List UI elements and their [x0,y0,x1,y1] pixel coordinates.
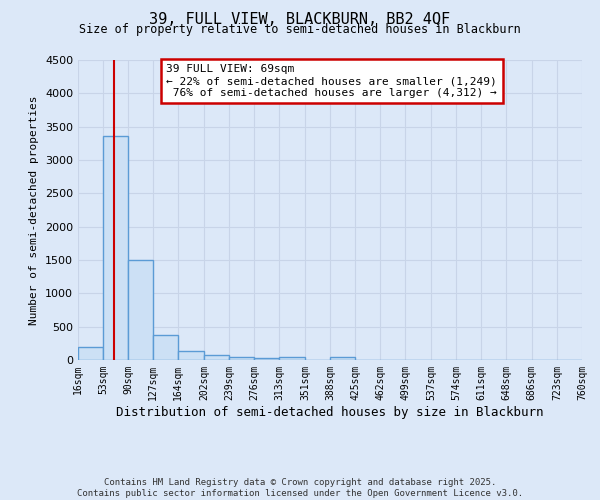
Bar [279,357,305,360]
Bar [103,136,128,360]
X-axis label: Distribution of semi-detached houses by size in Blackburn: Distribution of semi-detached houses by … [116,406,544,418]
Text: Contains HM Land Registry data © Crown copyright and database right 2025.
Contai: Contains HM Land Registry data © Crown c… [77,478,523,498]
Bar [153,336,178,360]
Bar [204,355,229,360]
Y-axis label: Number of semi-detached properties: Number of semi-detached properties [29,95,40,325]
Bar [178,350,204,360]
Text: 39, FULL VIEW, BLACKBURN, BB2 4QF: 39, FULL VIEW, BLACKBURN, BB2 4QF [149,12,451,28]
Text: Size of property relative to semi-detached houses in Blackburn: Size of property relative to semi-detach… [79,22,521,36]
Bar [254,358,279,360]
Bar [78,348,103,360]
Bar [330,357,355,360]
Bar [128,260,153,360]
Bar [229,357,254,360]
Text: 39 FULL VIEW: 69sqm
← 22% of semi-detached houses are smaller (1,249)
 76% of se: 39 FULL VIEW: 69sqm ← 22% of semi-detach… [166,64,497,98]
